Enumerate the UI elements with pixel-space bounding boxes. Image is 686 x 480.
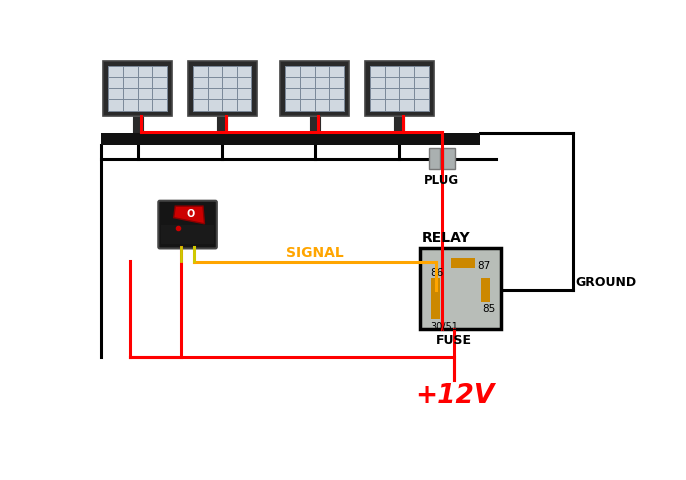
Polygon shape — [174, 207, 204, 224]
Bar — [161, 225, 214, 244]
Bar — [451, 259, 475, 268]
Bar — [102, 133, 480, 146]
Bar — [443, 148, 455, 170]
Text: 30/51: 30/51 — [430, 321, 458, 331]
Bar — [187, 61, 257, 117]
Text: PLUG: PLUG — [424, 174, 459, 187]
Text: SIGNAL: SIGNAL — [286, 246, 344, 260]
Text: O: O — [187, 209, 195, 218]
Bar — [420, 248, 501, 329]
FancyBboxPatch shape — [158, 201, 217, 249]
Bar — [431, 298, 440, 320]
Text: 86: 86 — [430, 267, 443, 277]
Text: FUSE: FUSE — [436, 334, 473, 347]
Bar — [193, 67, 252, 111]
Bar — [481, 279, 490, 302]
Text: 85: 85 — [482, 303, 496, 313]
Bar — [429, 148, 440, 170]
Bar — [103, 61, 172, 117]
Bar — [108, 67, 167, 111]
Bar — [285, 67, 344, 111]
Text: 87: 87 — [477, 260, 490, 270]
Text: RELAY: RELAY — [422, 230, 471, 244]
Text: GROUND: GROUND — [576, 276, 637, 288]
Bar — [431, 279, 440, 302]
Bar — [370, 67, 429, 111]
Bar — [365, 61, 434, 117]
Bar — [280, 61, 349, 117]
Text: +12V: +12V — [415, 382, 494, 408]
